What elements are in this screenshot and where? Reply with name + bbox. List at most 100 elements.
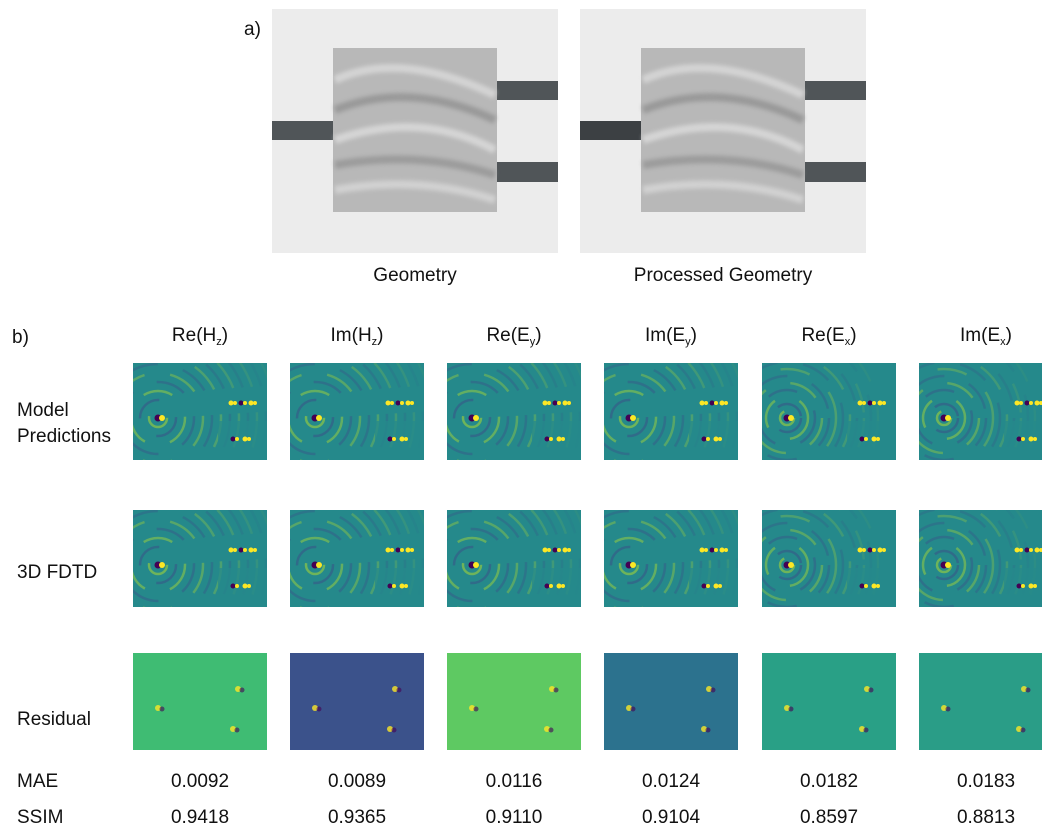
metric-value: 0.0183 — [957, 769, 1015, 795]
field-spot — [1017, 437, 1022, 442]
wave-mask — [847, 421, 896, 460]
field-spot — [473, 562, 479, 568]
panel-label: a) — [244, 17, 261, 43]
field-spot — [718, 584, 722, 588]
field-spot — [316, 415, 322, 421]
wave-mask — [375, 421, 424, 460]
field-spot — [872, 584, 877, 589]
field-spot — [253, 401, 257, 405]
field-spot — [710, 548, 715, 553]
field-spot — [1025, 548, 1030, 553]
processed-geometry-panel — [580, 9, 866, 253]
field-spot — [720, 401, 725, 406]
field-spot — [553, 401, 558, 406]
residual-spot — [1021, 728, 1026, 733]
field-spot — [253, 548, 257, 552]
residual-spot — [706, 728, 711, 733]
field-spot — [233, 548, 237, 552]
field-spot — [243, 548, 247, 552]
field-spot — [547, 401, 551, 405]
field-spot — [945, 562, 951, 568]
header-text: ) — [691, 325, 697, 346]
header-text: ) — [377, 325, 383, 346]
field-spot — [700, 548, 705, 553]
column-header: Im(Ex) — [960, 323, 1012, 355]
row-label: Residual — [17, 707, 129, 733]
wave-mask — [689, 568, 738, 607]
residual-spot — [240, 688, 245, 693]
field-spot — [864, 584, 868, 588]
residual-spot — [1026, 688, 1031, 693]
field-spot — [159, 562, 165, 568]
geometry-panel — [272, 9, 558, 253]
field-map — [290, 653, 424, 750]
residual-spot — [474, 707, 479, 712]
wave-mask — [218, 421, 267, 460]
field-spot — [1029, 437, 1034, 442]
field-spot — [706, 584, 710, 588]
field-spot — [247, 584, 251, 588]
wave-mask — [375, 568, 424, 607]
field-spot — [1017, 584, 1022, 589]
field-spot — [788, 415, 794, 421]
header-text: Im(E — [645, 325, 685, 346]
field-spot — [553, 548, 558, 553]
field-spot — [229, 548, 234, 553]
header-text: ) — [1006, 325, 1012, 346]
header-text: Re(E — [801, 325, 844, 346]
field-map — [762, 653, 896, 750]
field-spot — [404, 437, 408, 441]
field-spot — [876, 584, 880, 588]
field-spot — [235, 584, 239, 588]
metric-value: 0.9104 — [642, 805, 700, 831]
field-spot — [392, 437, 396, 441]
field-spot — [231, 437, 236, 442]
field-spot — [410, 548, 414, 552]
field-spot — [231, 584, 236, 589]
field-spot — [1035, 548, 1040, 553]
metric-value: 0.0089 — [328, 769, 386, 795]
field-spot — [557, 401, 561, 405]
field-spot — [235, 437, 239, 441]
field-spot — [630, 415, 636, 421]
metric-value: 0.9110 — [486, 805, 543, 831]
field-spot — [400, 584, 405, 589]
field-spot — [1015, 401, 1020, 406]
residual-spot — [160, 707, 165, 712]
field-spot — [702, 584, 707, 589]
field-spot — [243, 437, 248, 442]
field-spot — [1015, 548, 1020, 553]
field-spot — [406, 401, 411, 406]
field-spot — [229, 401, 234, 406]
field-spot — [862, 548, 866, 552]
field-spot — [563, 548, 568, 553]
field-spot — [868, 548, 873, 553]
column-header: Re(Hz) — [172, 323, 228, 355]
residual-spot — [235, 728, 240, 733]
field-spot — [557, 584, 562, 589]
field-spot — [872, 437, 877, 442]
field-spot — [878, 548, 883, 553]
field-spot — [882, 548, 886, 552]
field-spot — [390, 548, 394, 552]
metric-value: 0.8813 — [957, 805, 1015, 831]
metric-value: 0.0092 — [171, 769, 229, 795]
header-text: ) — [535, 325, 541, 346]
field-background — [919, 653, 1042, 750]
field-spot — [1021, 437, 1025, 441]
field-spot — [714, 548, 718, 552]
field-spot — [247, 437, 251, 441]
field-spot — [1019, 401, 1023, 405]
residual-spot — [789, 707, 794, 712]
field-spot — [872, 401, 876, 405]
field-spot — [233, 401, 237, 405]
field-spot — [868, 401, 873, 406]
residual-spot — [397, 688, 402, 693]
residual-spot — [946, 707, 951, 712]
field-spot — [543, 401, 548, 406]
field-spot — [872, 548, 876, 552]
field-spot — [858, 401, 863, 406]
field-spot — [390, 401, 394, 405]
column-header: Re(Ey) — [486, 323, 541, 355]
field-spot — [704, 401, 708, 405]
